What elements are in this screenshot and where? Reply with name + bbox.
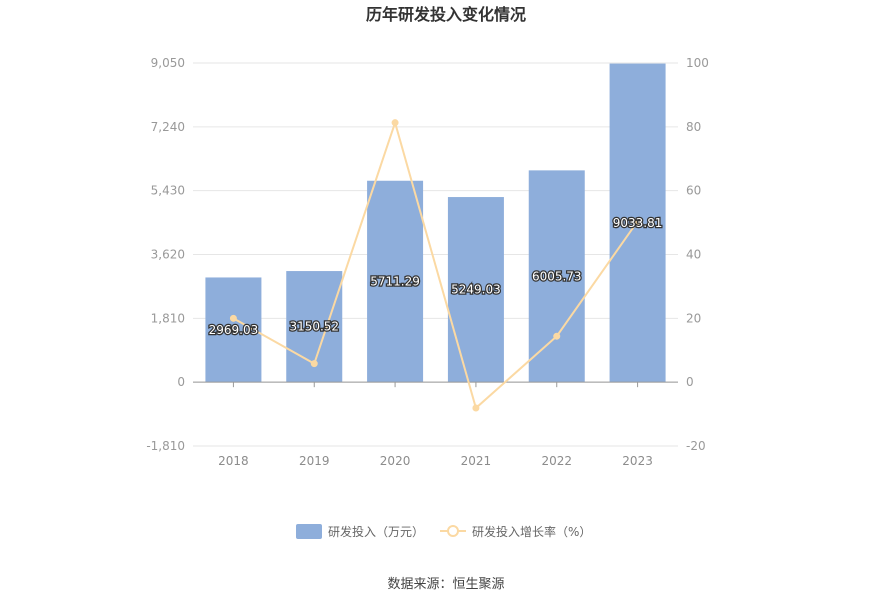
legend-line-label[interactable]: 研发投入增长率（%） <box>472 524 591 539</box>
left-tick-label: 0 <box>177 375 185 389</box>
x-tick-label: 2023 <box>622 454 653 468</box>
right-tick-label: 20 <box>686 311 701 325</box>
left-tick-label: -1,810 <box>146 439 185 453</box>
right-tick-label: 0 <box>686 375 694 389</box>
growth-line <box>232 119 639 410</box>
right-tick-label: -20 <box>686 439 706 453</box>
right-tick-label: 60 <box>686 184 701 198</box>
x-tick-label: 2018 <box>218 454 249 468</box>
legend-line-marker[interactable] <box>447 525 459 537</box>
chart-title: 历年研发投入变化情况 <box>366 5 526 24</box>
legend-bar-swatch[interactable] <box>296 524 322 539</box>
source-note: 数据来源：恒生聚源 <box>387 577 504 592</box>
line-point <box>553 332 561 340</box>
left-tick-label: 7,240 <box>151 120 185 134</box>
bar-value-labels: 2969.03 3150.52 5711.29 5249.03 6005.73 9033.… <box>207 215 663 338</box>
left-tick-label: 5,430 <box>151 184 185 198</box>
grid-lines <box>193 62 678 447</box>
x-tick-label: 2021 <box>461 454 492 468</box>
left-tick-label: 1,810 <box>151 311 185 325</box>
bar-value-label: 5249.03 <box>451 283 501 297</box>
line-point <box>229 314 237 322</box>
legend-bar-label[interactable]: 研发投入（万元） <box>328 524 424 539</box>
x-tick-label: 2022 <box>541 454 572 468</box>
right-tick-label: 40 <box>686 248 701 262</box>
x-tick-label: 2020 <box>380 454 411 468</box>
line-point <box>634 217 642 225</box>
bar <box>367 180 424 383</box>
x-tick-label: 2019 <box>299 454 330 468</box>
bar <box>528 170 585 383</box>
left-tick-label: 3,620 <box>151 248 185 262</box>
line-point <box>472 404 480 412</box>
right-tick-label: 80 <box>686 120 701 134</box>
bar <box>447 197 504 383</box>
bar-value-label: 5711.29 <box>370 274 420 288</box>
right-tick-label: 100 <box>686 56 709 70</box>
bar-value-label: 9033.81 <box>613 216 663 230</box>
x-axis: 2018 2019 2020 2021 2022 2023 <box>193 381 678 468</box>
line-point <box>391 119 399 127</box>
legend: 研发投入（万元） 研发投入增长率（%） <box>296 524 591 539</box>
line-series <box>229 119 642 412</box>
line-point <box>310 360 318 368</box>
bar-value-label: 2969.03 <box>209 323 259 337</box>
left-y-axis: 9,050 7,240 5,430 3,620 1,810 0 -1,810 <box>146 56 185 453</box>
bar-value-label: 6005.73 <box>532 269 582 283</box>
bar-value-label: 3150.52 <box>289 320 339 334</box>
right-y-axis: 100 80 60 40 20 0 -20 <box>686 56 709 453</box>
bar-series <box>205 63 666 383</box>
left-tick-label: 9,050 <box>151 56 185 70</box>
